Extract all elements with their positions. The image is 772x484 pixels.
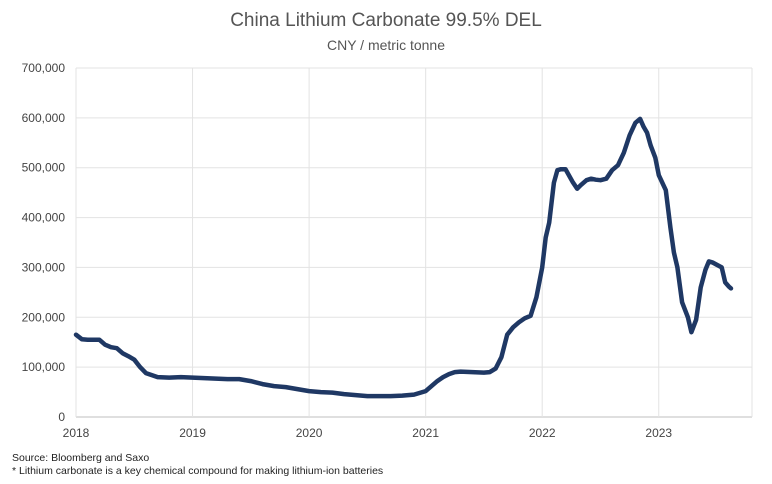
x-tick-label: 2022 <box>529 426 556 440</box>
y-tick-label: 300,000 <box>22 260 66 274</box>
gridlines <box>75 67 753 418</box>
x-tick-label: 2018 <box>63 426 90 440</box>
source-note: Source: Bloomberg and Saxo <box>12 452 150 464</box>
x-tick-label: 2019 <box>179 426 206 440</box>
y-tick-label: 600,000 <box>22 111 66 125</box>
x-axis-ticks: 2018 2019 2020 2021 2022 2023 <box>63 426 673 440</box>
y-tick-label: 400,000 <box>22 211 66 225</box>
y-tick-label: 500,000 <box>22 161 66 175</box>
x-tick-label: 2021 <box>412 426 439 440</box>
y-tick-label: 100,000 <box>22 360 66 374</box>
x-tick-label: 2020 <box>296 426 323 440</box>
series-line-lithium-carbonate <box>73 116 734 399</box>
y-axis-ticks: 0 100,000 200,000 300,000 400,000 500,000 600,… <box>22 61 66 424</box>
chart-subtitle: CNY / metric tonne <box>326 37 445 53</box>
y-tick-label: 200,000 <box>22 310 66 324</box>
y-tick-label: 700,000 <box>22 61 66 75</box>
x-tick-label: 2023 <box>645 426 672 440</box>
y-tick-label: 0 <box>58 410 65 424</box>
chart-title: China Lithium Carbonate 99.5% DEL <box>230 10 542 31</box>
footnote: * Lithium carbonate is a key chemical co… <box>12 465 384 477</box>
